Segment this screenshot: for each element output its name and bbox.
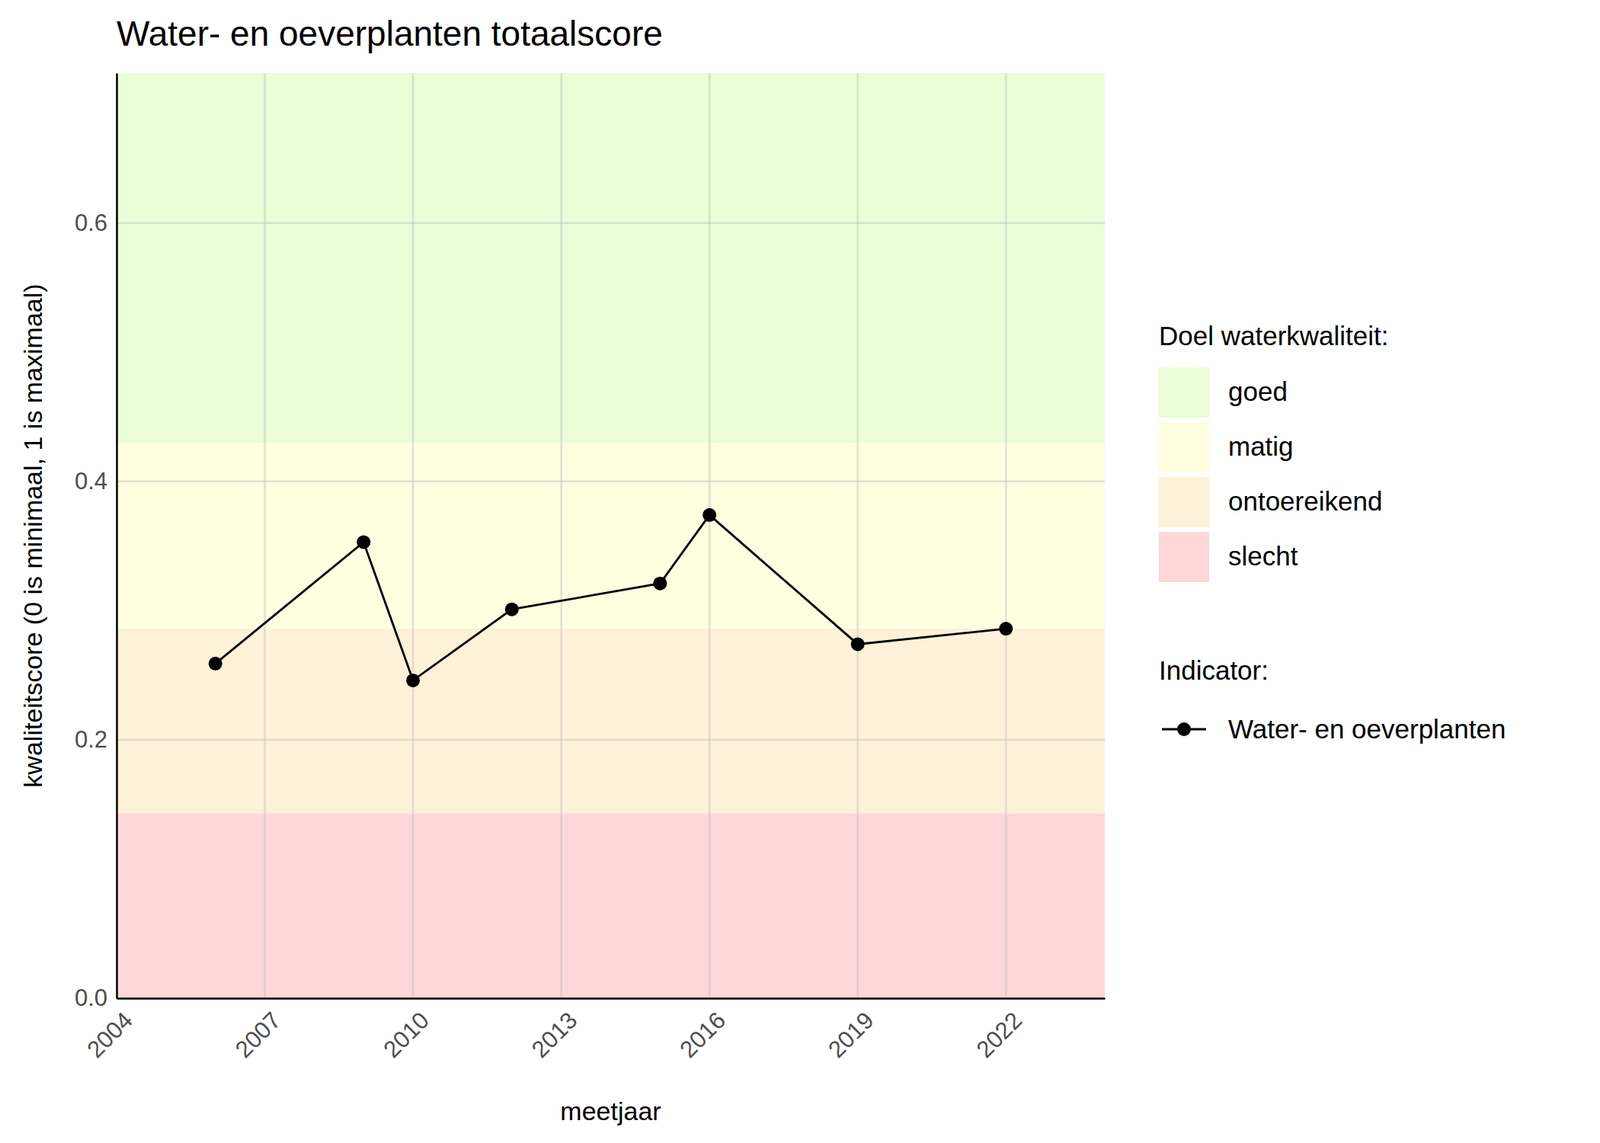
legend-title: Doel waterkwaliteit:: [1158, 320, 1389, 351]
legend-label: goed: [1228, 376, 1288, 407]
grid-line-x: [1004, 73, 1008, 999]
legend-key: [1158, 367, 1210, 418]
legend-marker-key: [1177, 722, 1191, 736]
grid-line-y: [116, 221, 1105, 224]
grid-line-x: [116, 73, 118, 999]
series-point: [998, 621, 1013, 636]
y-axis-line: [115, 73, 119, 999]
x-tick: 2007: [230, 998, 287, 1063]
series-point: [208, 656, 223, 671]
grid-line-y: [116, 480, 1105, 484]
y-tick: 0.2: [74, 726, 117, 753]
title: Water- en oeverplanten totaalscore: [116, 13, 663, 54]
x-tick-label: 2013: [526, 1006, 583, 1063]
plot: 2004 2007 2010 2013 2016 2019 2022 0.0 0.2 0.4 0.6: [74, 73, 1106, 1063]
grid-line-x: [560, 73, 563, 999]
x-tick-label: 2022: [971, 1006, 1028, 1063]
x-tick: 2022: [971, 998, 1028, 1063]
x-tick: 2016: [675, 998, 732, 1063]
data-layer: [116, 73, 1105, 999]
y-axis-title: kwaliteitscore (0 is minimaal, 1 is maxi…: [18, 283, 48, 788]
x-tick-label: 2010: [377, 1006, 435, 1063]
x-axis-title: meetjaar: [560, 1096, 661, 1126]
grid-line-x: [263, 73, 266, 999]
x-tick-label: 2016: [675, 1006, 732, 1063]
grid-line-y: [116, 997, 1105, 999]
x-tick-label: 2007: [230, 1006, 287, 1063]
x-tick: 2019: [822, 998, 880, 1063]
x-axis: 2004 2007 2010 2013 2016 2019 2022: [81, 998, 1105, 1063]
series-line: [215, 515, 1007, 681]
y-tick-label: 0.6: [74, 209, 108, 237]
y-tick-label: 0.4: [74, 467, 108, 495]
x-tick-label: 2004: [81, 1006, 138, 1063]
series-point: [505, 602, 519, 617]
legend-key: [1158, 531, 1210, 583]
x-tick-label: 2019: [822, 1006, 880, 1063]
grid-line-x: [708, 73, 711, 999]
legend-key: [1158, 476, 1210, 528]
legend-label: ontoereikend: [1228, 486, 1383, 516]
grid-line-x: [857, 73, 860, 999]
grid-line-x: [412, 73, 415, 999]
series-point: [356, 534, 371, 549]
legend-label: matig: [1228, 431, 1294, 461]
y-tick: 0.4: [74, 467, 117, 495]
series-point: [406, 673, 420, 688]
legend-label: Water- en oeverplanten: [1228, 713, 1506, 744]
series-point: [652, 576, 667, 591]
y-tick-label: 0.2: [74, 726, 108, 753]
legend-label: slecht: [1228, 540, 1299, 571]
legend-title: Indicator:: [1158, 655, 1269, 685]
series-point: [851, 636, 865, 651]
y-tick: 0.6: [74, 209, 117, 237]
y-tick-label: 0.0: [74, 984, 108, 1012]
y-tick: 0.0: [74, 984, 117, 1012]
grid-line-y: [116, 739, 1105, 742]
legend: Doel waterkwaliteit: goed matig ontoereiken…: [1158, 320, 1506, 744]
x-tick: 2013: [526, 998, 583, 1063]
x-axis-line: [117, 997, 1106, 1000]
chart: 2004 2007 2010 2013 2016 2019 2022 0.0 0.2 0.4 0.6…: [0, 0, 1600, 1143]
x-tick: 2010: [377, 998, 435, 1063]
series-point: [702, 508, 717, 522]
y-axis: 0.0 0.2 0.4 0.6: [74, 73, 118, 1012]
legend-key: [1158, 422, 1210, 473]
